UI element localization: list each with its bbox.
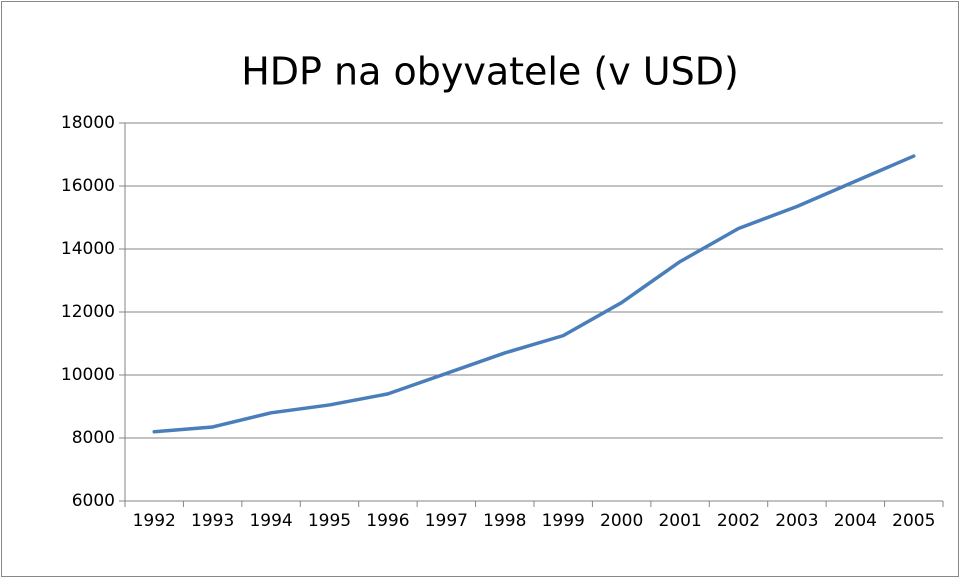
x-tick-label: 1997: [425, 511, 468, 531]
x-tick-label: 2002: [717, 511, 760, 531]
x-tick-label: 1993: [191, 511, 234, 531]
x-tick-label: 1992: [133, 511, 176, 531]
y-tick-label: 10000: [61, 365, 115, 385]
x-tick-label: 1994: [249, 511, 292, 531]
data-line: [152, 154, 916, 434]
x-tick-label: 1995: [308, 511, 351, 531]
y-tick-label: 8000: [72, 428, 115, 448]
y-tick-label: 6000: [72, 491, 115, 511]
y-tick-label: 14000: [61, 239, 115, 259]
x-tick-label: 1996: [366, 511, 409, 531]
chart-title: HDP na obyvatele (v USD): [241, 50, 739, 94]
x-tick-label: 2001: [658, 511, 701, 531]
x-tick-label: 2004: [834, 511, 877, 531]
x-tick-label: 1998: [483, 511, 526, 531]
y-tick-label: 16000: [61, 176, 115, 196]
x-tick-label: 2000: [600, 511, 643, 531]
x-tick-label: 1999: [542, 511, 585, 531]
y-tick-label: 12000: [61, 302, 115, 322]
x-tick-label: 2005: [892, 511, 935, 531]
x-tick-label: 2003: [775, 511, 818, 531]
y-tick-label: 18000: [61, 113, 115, 133]
